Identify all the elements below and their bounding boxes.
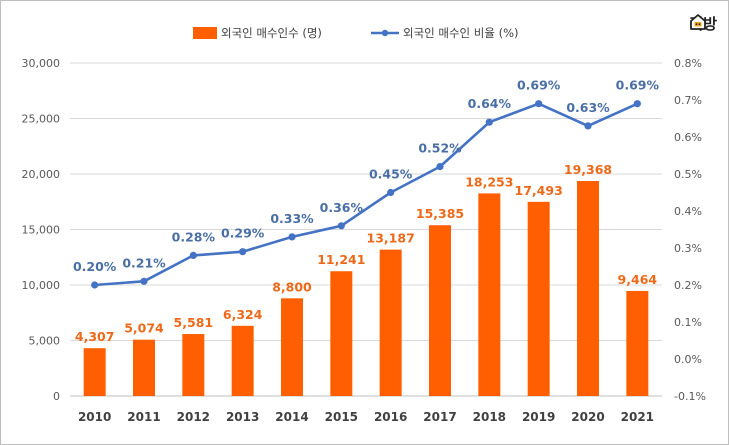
line-data-label: 0.20% bbox=[73, 259, 117, 274]
y-axis-left: 0 5,000 10,000 15,000 20,000 25,000 30,000 bbox=[22, 57, 61, 403]
y-right-tick-label: 0.6% bbox=[674, 131, 702, 144]
bar-data-label: 15,385 bbox=[416, 206, 464, 221]
line-data-label: 0.52% bbox=[418, 141, 462, 156]
bar-data-label: 6,324 bbox=[223, 307, 263, 322]
y-right-tick-label: 0.2% bbox=[674, 279, 702, 292]
line-marker bbox=[140, 277, 148, 285]
bar-series bbox=[83, 181, 649, 396]
line-series bbox=[91, 100, 641, 289]
bar bbox=[281, 298, 303, 396]
y-left-tick-label: 5,000 bbox=[29, 335, 61, 348]
x-tick-label: 2020 bbox=[571, 410, 604, 424]
y-right-tick-label: 0.5% bbox=[674, 168, 702, 181]
legend-bar-label: 외국인 매수인수 (명) bbox=[221, 26, 322, 40]
line-marker bbox=[436, 163, 444, 171]
line-data-label: 0.28% bbox=[172, 229, 216, 244]
y-left-tick-label: 10,000 bbox=[22, 279, 61, 292]
y-left-tick-label: 15,000 bbox=[22, 224, 61, 237]
y-right-tick-label: 0.4% bbox=[674, 205, 702, 218]
bar-data-label: 9,464 bbox=[618, 272, 658, 287]
line-marker bbox=[633, 100, 641, 108]
line-data-label: 0.36% bbox=[320, 200, 364, 215]
bar bbox=[379, 249, 402, 396]
line-data-label: 0.69% bbox=[517, 78, 561, 93]
line-data-label: 0.21% bbox=[122, 255, 166, 270]
legend-line-marker bbox=[381, 29, 389, 37]
bar-data-label: 13,187 bbox=[367, 231, 415, 246]
x-tick-label: 2012 bbox=[177, 410, 210, 424]
y-right-tick-label: 0.3% bbox=[674, 242, 702, 255]
line-marker bbox=[535, 100, 543, 108]
x-tick-label: 2011 bbox=[127, 410, 160, 424]
bar bbox=[478, 193, 501, 396]
bar-data-labels: 4,307 5,074 5,581 6,324 8,800 11,24113,18715,… bbox=[75, 162, 658, 344]
x-tick-label: 2019 bbox=[522, 410, 555, 424]
y-right-tick-label: -0.1% bbox=[674, 390, 706, 403]
line-marker bbox=[288, 233, 296, 241]
line-marker bbox=[337, 222, 345, 230]
y-left-tick-label: 25,000 bbox=[22, 113, 61, 126]
legend: 외국인 매수인수 (명) 외국인 매수인 비율 (%) bbox=[193, 26, 519, 40]
x-tick-label: 2015 bbox=[325, 410, 358, 424]
bar bbox=[626, 290, 649, 396]
x-tick-label: 2010 bbox=[78, 410, 111, 424]
line-data-label: 0.69% bbox=[616, 78, 660, 93]
x-tick-label: 2013 bbox=[226, 410, 259, 424]
x-axis: 2010 2011 2012 2013 2014 2015 2016 2017 2018 2019… bbox=[70, 395, 662, 424]
y-left-tick-label: 30,000 bbox=[22, 57, 61, 70]
bar-data-label: 5,581 bbox=[174, 315, 214, 330]
bar bbox=[429, 225, 451, 396]
line-marker bbox=[91, 281, 99, 289]
brand-logo: 직방 bbox=[689, 13, 717, 34]
y-axis-right: -0.1% 0.0% 0.1% 0.2% 0.3% 0.4% 0.5% 0.6% 0.7% 0.8… bbox=[674, 57, 706, 403]
line-marker bbox=[189, 251, 197, 259]
bar bbox=[527, 201, 550, 396]
y-right-tick-label: 0.8% bbox=[674, 57, 702, 70]
y-right-tick-label: 0.0% bbox=[674, 353, 702, 366]
y-right-tick-label: 0.7% bbox=[674, 94, 702, 107]
y-right-tick-label: 0.1% bbox=[674, 316, 702, 329]
line-data-label: 0.63% bbox=[566, 100, 610, 115]
x-tick-label: 2014 bbox=[275, 410, 308, 424]
bar bbox=[133, 339, 155, 396]
line-data-labels: 0.20% 0.21% 0.28% 0.29% 0.33% 0.36% 0.45% 0.52%… bbox=[73, 78, 660, 274]
bar-data-label: 17,493 bbox=[515, 183, 563, 198]
bar-data-label: 18,253 bbox=[465, 174, 513, 189]
y-left-tick-label: 20,000 bbox=[22, 168, 61, 181]
bar-data-label: 4,307 bbox=[75, 329, 115, 344]
line-marker bbox=[387, 188, 395, 197]
line-data-label: 0.29% bbox=[221, 226, 265, 241]
bar bbox=[577, 181, 599, 396]
line-data-label: 0.45% bbox=[369, 167, 413, 182]
house-logo-icon bbox=[690, 14, 707, 30]
x-tick-label: 2021 bbox=[621, 410, 654, 424]
legend-line-label: 외국인 매수인 비율 (%) bbox=[403, 26, 519, 40]
bar bbox=[83, 348, 106, 396]
bar-data-label: 11,241 bbox=[317, 252, 365, 267]
bar bbox=[231, 325, 254, 396]
line-marker bbox=[485, 118, 493, 126]
line-data-label: 0.64% bbox=[468, 96, 512, 111]
bar-data-label: 19,368 bbox=[564, 162, 612, 177]
line-marker bbox=[239, 248, 247, 256]
legend-bar-swatch bbox=[193, 27, 217, 39]
bar bbox=[330, 271, 353, 396]
x-tick-label: 2016 bbox=[374, 410, 407, 424]
x-tick-label: 2018 bbox=[473, 410, 506, 424]
series-line bbox=[94, 102, 638, 287]
bar bbox=[182, 334, 205, 396]
x-tick-label: 2017 bbox=[423, 410, 456, 424]
bar-data-label: 8,800 bbox=[272, 279, 312, 294]
line-data-label: 0.33% bbox=[270, 211, 314, 226]
line-marker bbox=[584, 122, 592, 130]
y-left-tick-label: 0 bbox=[53, 390, 60, 403]
bar-data-label: 5,074 bbox=[124, 321, 164, 336]
